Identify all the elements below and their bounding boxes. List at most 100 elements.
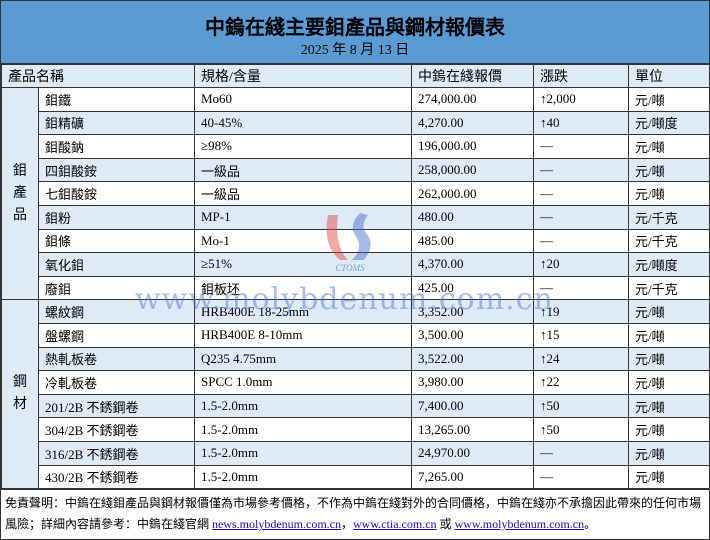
link-ctia[interactable]: www.ctia.com.cn	[353, 517, 437, 532]
link-molybdenum[interactable]: www.molybdenum.com.cn	[454, 517, 585, 532]
table-row: 鉬酸鈉 ≥98% 196,000.00 — 元/噸	[2, 134, 710, 159]
product-name-text: 七鉬酸銨	[45, 187, 98, 203]
spec: 1.5-2.0mm	[194, 440, 412, 466]
product-name-text: 盤螺鋼	[45, 328, 85, 344]
spec: 一級品	[194, 181, 412, 206]
spec-text: 一級品	[201, 163, 241, 179]
unit: 元/噸	[628, 417, 710, 442]
unit-text: 元/噸	[635, 328, 665, 344]
price: 3,522.00	[411, 346, 534, 372]
price: 3,352.00	[411, 299, 534, 324]
unit-text: 元/噸	[635, 352, 665, 368]
spec-text: ≥98%	[201, 138, 232, 154]
change-text: 50	[546, 421, 560, 437]
spec-text: MP-1	[201, 209, 231, 225]
price: 274,000.00	[411, 87, 534, 112]
change: ↑50	[533, 393, 629, 419]
spec-text: 1.5-2.0mm	[201, 421, 259, 437]
product-name-text: 熱軋板卷	[45, 352, 98, 368]
header-change: 漲跌	[533, 64, 629, 88]
product-name: 鉬鐵	[38, 87, 195, 112]
price: 24,970.00	[411, 440, 534, 466]
price-text: 3,980.00	[418, 374, 464, 390]
table-row: 廢鉬 鉬板坯 425.00 — 元/千克	[2, 275, 710, 301]
table-row: 七鉬酸銨 一級品 262,000.00 — 元/噸	[2, 181, 710, 206]
change: —	[533, 464, 629, 490]
spec-text: Q235 4.75mm	[201, 350, 277, 366]
product-name: 四鉬酸銨	[38, 157, 195, 183]
spec: Q235 4.75mm	[194, 346, 412, 372]
unit: 元/噸	[628, 322, 710, 348]
unit: 元/噸	[628, 393, 710, 419]
table-row: 鉬精礦 40-45% 4,270.00 ↑40 元/噸度	[2, 110, 710, 136]
spec-text: Mo60	[201, 91, 233, 107]
price: 7,265.00	[411, 464, 534, 490]
spec: 1.5-2.0mm	[194, 417, 412, 442]
change-text: —	[540, 185, 553, 201]
separator: ，	[341, 517, 354, 532]
column-headers: 產品名稱 規格/含量 中鎢在綫報價 漲跌 單位	[1, 64, 710, 88]
spec: Mo60	[194, 87, 412, 112]
table-row: 氧化鉬 ≥51% 4,370.00 ↑20 元/噸度	[2, 252, 710, 277]
price: 4,370.00	[411, 252, 534, 277]
price: 13,265.00	[411, 417, 534, 442]
spec-text: ≥51%	[201, 256, 232, 272]
price: 258,000.00	[411, 157, 534, 183]
product-name-text: 鉬酸鈉	[45, 139, 85, 155]
price-text: 274,000.00	[418, 91, 477, 107]
period: 。	[584, 517, 597, 532]
product-name-text: 304/2B 不銹鋼卷	[45, 423, 139, 439]
change-text: 50	[546, 398, 560, 414]
change: —	[533, 134, 629, 159]
price-text: 3,522.00	[418, 350, 464, 366]
price-text: 425.00	[418, 280, 454, 296]
product-name: 熱軋板卷	[38, 346, 195, 372]
unit: 元/千克	[628, 228, 710, 254]
unit: 元/噸	[628, 134, 710, 159]
change-text: 2,000	[546, 91, 576, 107]
unit-text: 元/噸	[635, 446, 665, 462]
change-text: —	[540, 209, 553, 225]
arrow-up-icon: ↑	[540, 350, 547, 366]
price-text: 196,000.00	[418, 138, 477, 154]
price-text: 262,000.00	[418, 185, 477, 201]
change: ↑20	[533, 252, 629, 277]
product-name: 氧化鉬	[38, 252, 195, 277]
unit-text: 元/噸	[635, 92, 665, 108]
separator: 或	[436, 517, 455, 532]
price-text: 3,500.00	[418, 327, 464, 343]
spec: ≥98%	[194, 134, 412, 159]
change-text: —	[540, 468, 553, 484]
arrow-up-icon: ↑	[540, 114, 547, 130]
unit-text: 元/千克	[635, 234, 678, 250]
spec-text: HRB400E 8-10mm	[201, 327, 303, 343]
product-name-text: 鉬鐵	[45, 92, 72, 108]
table-row: 201/2B 不銹鋼卷 1.5-2.0mm 7,400.00 ↑50 元/噸	[2, 393, 710, 419]
spec: ≥51%	[194, 252, 412, 277]
product-name: 廢鉬	[38, 275, 195, 301]
unit-text: 元/噸	[635, 187, 665, 203]
product-name-text: 廢鉬	[45, 281, 72, 297]
change: —	[533, 181, 629, 206]
spec: HRB400E 18-25mm	[194, 299, 412, 324]
unit: 元/噸度	[628, 252, 710, 277]
arrow-up-icon: ↑	[540, 91, 547, 107]
price: 425.00	[411, 275, 534, 301]
link-news[interactable]: news.molybdenum.com.cn	[212, 517, 341, 532]
product-name: 430/2B 不銹鋼卷	[38, 464, 195, 490]
unit-text: 元/千克	[635, 210, 678, 226]
product-name-text: 鉬精礦	[45, 116, 85, 132]
price: 7,400.00	[411, 393, 534, 419]
disclaimer: 免責聲明：中鎢在綫鉬產品與鋼材報價僅為市場參考價格，不作為中鎢在綫對外的合同價格…	[1, 489, 709, 538]
unit-text: 元/噸	[635, 163, 665, 179]
disclaimer-text: 免責聲明：中鎢在綫鉬產品與鋼材報價僅為市場參考價格，不作為中鎢在綫對外的合同價格…	[5, 496, 702, 532]
spec: Mo-1	[194, 228, 412, 254]
price: 196,000.00	[411, 134, 534, 159]
change: —	[533, 204, 629, 230]
change: ↑19	[533, 299, 629, 324]
spec-text: 一級品	[201, 187, 241, 203]
change-text: 15	[546, 327, 560, 343]
unit-text: 元/噸度	[635, 257, 678, 273]
change-text: —	[540, 232, 553, 248]
product-name: 316/2B 不銹鋼卷	[38, 440, 195, 466]
